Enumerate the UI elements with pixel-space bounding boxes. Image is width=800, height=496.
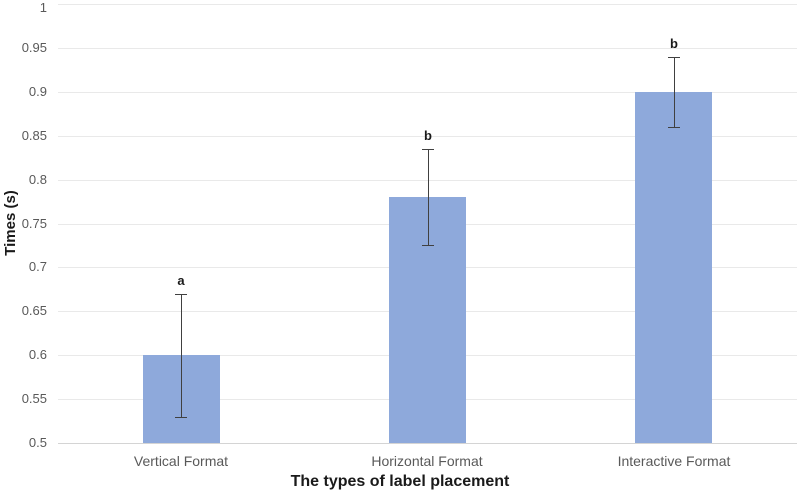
gridline: [58, 180, 797, 181]
gridline: [58, 136, 797, 137]
gridline: [58, 92, 797, 93]
x-axis-title: The types of label placement: [290, 473, 510, 490]
y-tick-label: 0.5: [28, 435, 47, 450]
sig-letter: a: [177, 273, 185, 288]
sig-letter: b: [424, 128, 432, 143]
error-bar-cap-top: [175, 294, 187, 295]
y-tick-label: 0.9: [28, 84, 47, 99]
bar: [635, 92, 712, 443]
y-tick-label: 0.95: [21, 40, 47, 55]
sig-letter: b: [670, 36, 678, 51]
y-tick-label: 0.75: [21, 216, 47, 231]
error-bar-cap-bottom: [668, 127, 680, 128]
y-tick-label: 0.55: [21, 391, 47, 406]
y-tick-label: 1: [39, 0, 47, 15]
error-bar-line: [181, 294, 182, 417]
y-tick-label: 0.7: [28, 259, 47, 274]
error-bar-cap-bottom: [422, 245, 434, 246]
error-bar-cap-bottom: [175, 417, 187, 418]
y-tick-label: 0.6: [28, 347, 47, 362]
error-bar-cap-top: [422, 149, 434, 150]
y-tick-label: 0.85: [21, 128, 47, 143]
gridline: [58, 4, 797, 5]
bar: [389, 197, 466, 443]
y-tick-label: 0.65: [21, 303, 47, 318]
x-category-label: Vertical Format: [133, 453, 229, 469]
error-bar-line: [428, 149, 429, 245]
gridline: [58, 48, 797, 49]
x-category-label: Interactive Format: [617, 453, 731, 469]
x-axis-line: [58, 443, 797, 444]
x-category-label: Horizontal Format: [371, 453, 483, 469]
error-bar-cap-top: [668, 57, 680, 58]
error-bar-line: [674, 57, 675, 127]
y-tick-label: 0.8: [28, 172, 47, 187]
